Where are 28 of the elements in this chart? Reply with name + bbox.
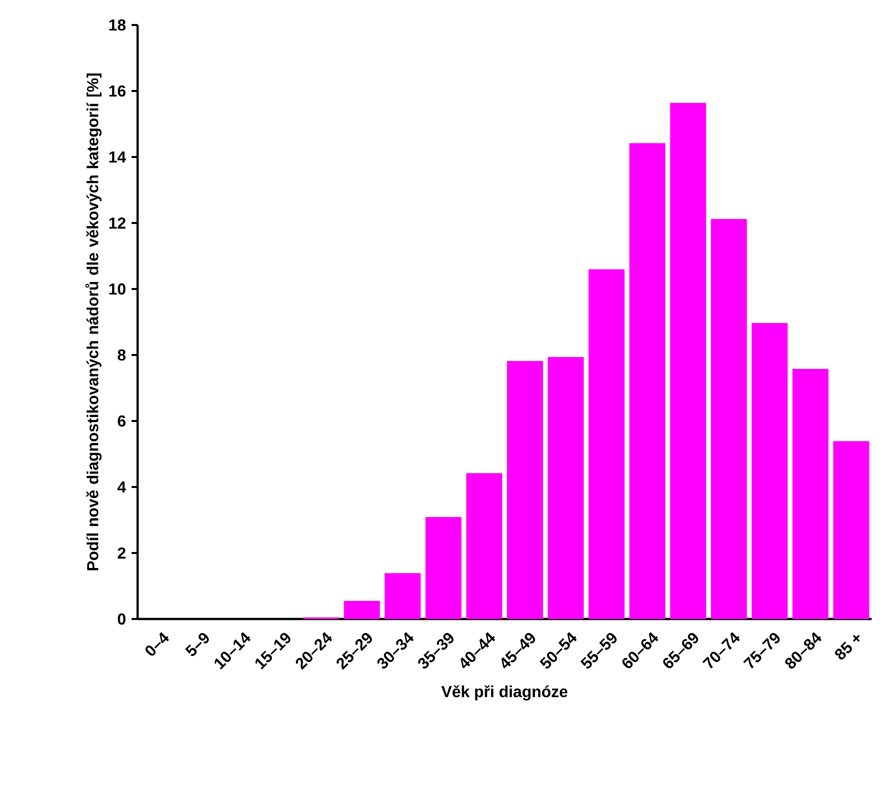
- y-tick-label: 16: [109, 85, 126, 97]
- y-tick-label: 10: [109, 283, 126, 295]
- bar: [588, 269, 625, 619]
- bar: [425, 517, 462, 619]
- y-tick-label: 2: [118, 547, 126, 559]
- y-tick-label: 12: [109, 217, 126, 229]
- y-tick-label: 0: [118, 613, 126, 625]
- bar: [629, 143, 666, 619]
- bar: [466, 473, 502, 619]
- x-tick-label: 85 +: [834, 634, 860, 660]
- bar: [670, 102, 706, 619]
- x-tick-label: 0–4: [145, 632, 170, 656]
- y-tick-label: 18: [109, 19, 126, 31]
- bar: [548, 356, 584, 619]
- bar: [710, 219, 747, 619]
- y-tick-label: 6: [118, 415, 126, 427]
- bar: [792, 368, 828, 619]
- y-tick-label: 8: [118, 349, 126, 361]
- x-tick-label: 5–9: [185, 632, 209, 656]
- bar: [344, 600, 380, 619]
- bar: [833, 441, 870, 619]
- y-tick-label: 4: [117, 482, 126, 492]
- bar: [752, 322, 788, 619]
- x-axis-title: Věk při diagnóze: [441, 685, 568, 700]
- y-axis-title: Podíl nově diagnostikovaných nádorů dle věkových kategorií [%]: [85, 74, 102, 570]
- bar: [507, 360, 544, 619]
- y-tick-label: 14: [109, 152, 126, 162]
- bar: [384, 573, 421, 619]
